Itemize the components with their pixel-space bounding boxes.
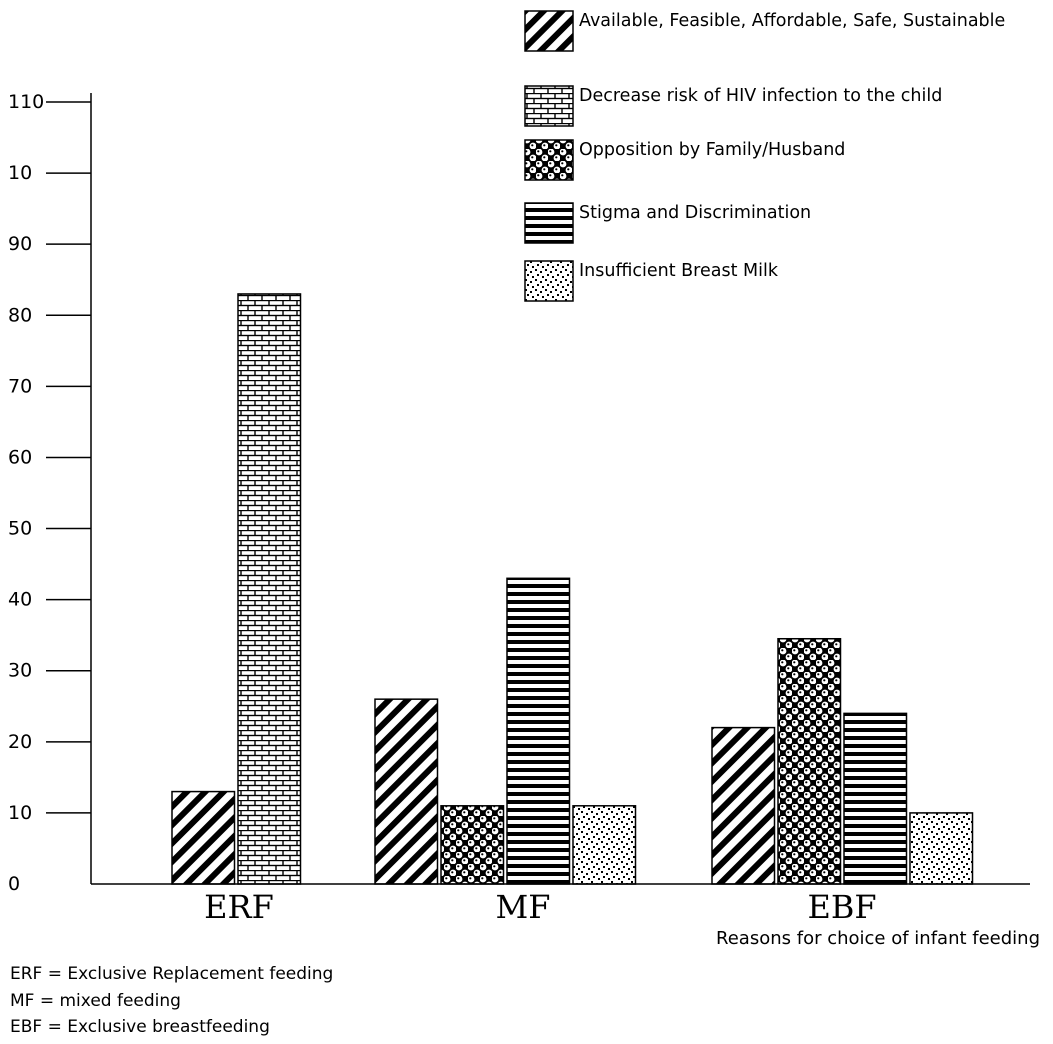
y-tick-label: 0: [8, 873, 20, 895]
category-label-mf: MF: [496, 888, 551, 926]
y-tick-label: 40: [8, 589, 32, 611]
legend-label: Decrease risk of HIV infection to the ch…: [579, 86, 943, 106]
category-label-erf: ERF: [204, 888, 274, 926]
legend-label: Opposition by Family/Husband: [579, 140, 846, 160]
legend-item-3: Opposition by Family/Husband: [524, 137, 1019, 181]
category-label-ebf: EBF: [807, 888, 876, 926]
y-tick-label: 10: [8, 162, 32, 184]
y-tick-label: 90: [8, 233, 32, 255]
legend-label: Available, Feasible, Affordable, Safe, S…: [579, 11, 1006, 31]
legend-swatch: [524, 260, 574, 302]
bar-mf-series-3: [440, 805, 505, 885]
y-tick-label: 110: [8, 91, 44, 113]
bar-ebf-series-5: [909, 812, 974, 885]
bar-mf-series-1: [374, 698, 439, 885]
y-tick-label: 70: [8, 375, 32, 397]
bar-mf-series-5: [572, 805, 637, 885]
axes: [90, 93, 1030, 885]
bar-mf-series-4: [506, 577, 571, 885]
legend-swatch: [524, 202, 574, 244]
y-tick-label: 30: [8, 660, 32, 682]
x-axis-title: Reasons for choice of infant feeding: [716, 928, 1040, 949]
abbreviation-notes: ERF = Exclusive Replacement feeding MF =…: [10, 961, 333, 1041]
legend-swatch: [524, 85, 574, 127]
legend-item-5: Insufficient Breast Milk: [524, 258, 1019, 302]
legend-item-4: Stigma and Discrimination: [524, 200, 1019, 244]
bar-ebf-series-1: [711, 726, 776, 885]
note-erf: ERF = Exclusive Replacement feeding: [10, 964, 334, 984]
bar-ebf-series-3: [777, 637, 842, 885]
note-mf: MF = mixed feeding: [10, 990, 181, 1011]
bar-erf-series-1: [171, 790, 236, 885]
x-axis-categories: ERF MF EBF: [204, 888, 876, 926]
y-tick-label: 20: [8, 731, 32, 753]
bar-ebf-series-4: [843, 712, 908, 885]
note-ebf: EBF = Exclusive breastfeeding: [10, 1017, 270, 1037]
legend-item-1: Available, Feasible, Affordable, Safe, S…: [524, 8, 1019, 52]
legend-label: Insufficient Breast Milk: [579, 261, 778, 281]
y-axis-ticks: 0 10 20 30 40 50 60 70 80 90 10 110: [8, 91, 91, 895]
legend-item-2: Decrease risk of HIV infection to the ch…: [524, 83, 1019, 127]
bars: [171, 293, 974, 885]
legend-label: Stigma and Discrimination: [579, 203, 812, 223]
legend-swatch: [524, 139, 574, 181]
y-tick-label: 50: [8, 518, 32, 540]
y-tick-label: 10: [8, 802, 32, 824]
y-tick-label: 80: [8, 304, 32, 326]
legend-swatch: [524, 10, 574, 52]
y-tick-label: 60: [8, 446, 32, 468]
bar-erf-series-2: [237, 293, 302, 885]
